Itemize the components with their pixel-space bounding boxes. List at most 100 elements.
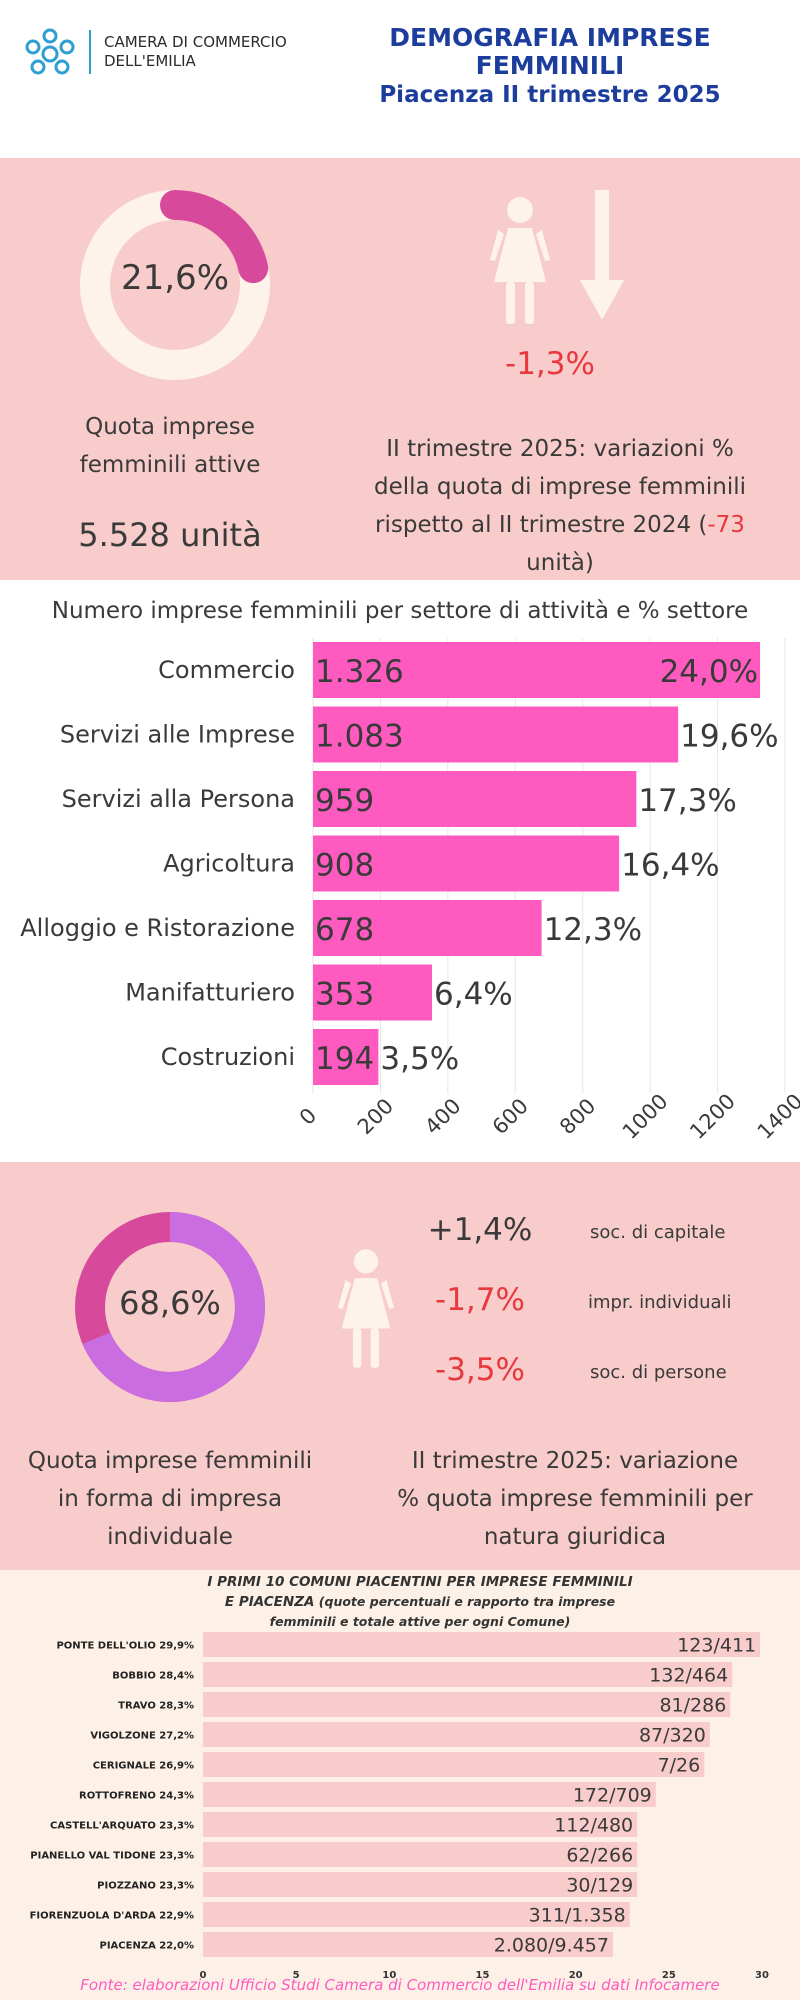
category-label: TRAVO 28,3% (118, 1701, 194, 1712)
ratio-label: 7/26 (658, 1755, 701, 1777)
comuni-title-line2a: E PIACENZA (224, 1594, 315, 1610)
settore-section: Numero imprese femminili per settore di … (0, 580, 800, 1162)
header: CAMERA DI COMMERCIO DELL'EMILIA DEMOGRAF… (0, 0, 800, 158)
category-label: CASTELL'ARQUATO 23,3% (50, 1821, 194, 1832)
comuni-title-line3: femminili e totale attive per ogni Comun… (269, 1614, 571, 1629)
quota-caption: Quota imprese femminili attive (40, 408, 300, 484)
natura-label-individuali: impr. individuali (588, 1292, 732, 1313)
natura-caption-line3: natura giuridica (483, 1524, 667, 1550)
natura-value-capitale: +1,4% (427, 1212, 533, 1248)
individuale-caption-line1: Quota imprese femminili (27, 1448, 313, 1474)
x-tick-label: 5 (293, 1970, 300, 1981)
individuale-caption-line2: in forma di impresa (57, 1486, 283, 1512)
natura-value-persone: -3,5% (435, 1352, 525, 1388)
ratio-label: 30/129 (566, 1875, 633, 1897)
pct-label: 12,3% (544, 912, 642, 948)
bar (203, 1902, 630, 1927)
bar (313, 835, 620, 892)
ratio-label: 132/464 (649, 1665, 728, 1687)
bar (203, 1632, 761, 1657)
category-label: PIANELLO VAL TIDONE 23,3% (30, 1851, 194, 1862)
bar (203, 1722, 710, 1747)
variazione-line2: della quota di imprese femminili (373, 474, 747, 500)
title-line2: FEMMINILI (475, 51, 625, 80)
bar (203, 1872, 638, 1897)
category-label: Servizi alle Imprese (60, 721, 295, 749)
category-label: Servizi alla Persona (62, 785, 295, 813)
x-tick-label: 10 (382, 1970, 396, 1981)
bar (313, 900, 542, 956)
x-tick-label: 20 (569, 1970, 583, 1981)
x-tick-label: 30 (755, 1970, 769, 1981)
pct-label: 3,5% (380, 1041, 459, 1077)
title-line1: DEMOGRAFIA IMPRESE (389, 23, 711, 52)
value-label: 959 (315, 783, 374, 819)
quota-units: 5.528 unità (78, 516, 262, 554)
x-tick-label: 25 (662, 1970, 676, 1981)
natura-caption-line2: % quota imprese femminili per (397, 1486, 753, 1512)
x-tick-label: 400 (420, 1094, 465, 1139)
individuale-donut (75, 1212, 265, 1402)
value-label: 353 (315, 977, 374, 1013)
category-label: FIORENZUOLA D'ARDA 22,9% (30, 1911, 194, 1922)
ratio-label: 112/480 (554, 1815, 633, 1837)
pct-label: 19,6% (680, 719, 778, 755)
comuni-title-line2: E PIACENZA (quote percentuali e rapporto… (140, 1592, 700, 1612)
ratio-label: 311/1.358 (529, 1905, 626, 1927)
woman-icon (490, 197, 550, 324)
category-label: Commercio (158, 656, 295, 684)
ratio-label: 62/266 (566, 1845, 633, 1867)
logo-line2: DELL'EMILIA (104, 52, 196, 70)
comuni-section: I PRIMI 10 COMUNI PIACENTINI PER IMPRESE… (0, 1570, 800, 2000)
natura-caption-line1: II trimestre 2025: variazione (411, 1448, 739, 1474)
variazione-line4: unità) (526, 550, 594, 576)
individuale-pct: 68,6% (119, 1284, 221, 1322)
category-label: PIACENZA 22,0% (100, 1941, 195, 1952)
settore-bar-chart: 0 200 400 600 800 1000 1200 1400 Commercio 1.326 2… (20, 638, 800, 1144)
x-tick-label: 1000 (618, 1089, 673, 1144)
bar (203, 1842, 638, 1867)
quota-donut (80, 190, 270, 380)
bar (203, 1662, 733, 1687)
donut-arc (80, 190, 270, 380)
ratio-label: 2.080/9.457 (494, 1935, 609, 1957)
value-label: 1.083 (315, 719, 404, 755)
bar (203, 1812, 638, 1837)
x-tick-label: 200 (353, 1094, 398, 1139)
x-tick-label: 800 (555, 1094, 600, 1139)
ratio-label: 81/286 (659, 1695, 726, 1717)
natura-value-individuali: -1,7% (435, 1282, 525, 1318)
x-tick-label: 15 (476, 1970, 490, 1981)
value-label: 1.326 (315, 654, 404, 690)
variazione-line3a: rispetto al II trimestre 2024 ( (375, 512, 708, 538)
category-label: CERIGNALE 26,9% (93, 1761, 194, 1772)
bar (313, 1029, 379, 1085)
quota-caption-line1: Quota imprese (85, 414, 255, 440)
category-label: PIOZZANO 23,3% (97, 1881, 194, 1892)
woman-icon (338, 1249, 394, 1368)
category-label: BOBBIO 28,4% (112, 1671, 194, 1682)
variazione-caption: II trimestre 2025: variazioni % della qu… (350, 430, 770, 582)
individuale-caption-line3: individuale (107, 1524, 233, 1550)
bar (313, 642, 761, 698)
ratio-label: 123/411 (677, 1635, 756, 1657)
pct-label: 17,3% (638, 783, 736, 819)
comuni-title-line2b: (quote percentuali e rapporto tra impres… (314, 1594, 616, 1609)
natura-label-persone: soc. di persone (590, 1362, 727, 1383)
comuni-bar-chart: 0 5 10 15 20 25 30 PONTE DELL'OLIO 29,9% 123/411… (30, 1632, 769, 1981)
logo-line1: CAMERA DI COMMERCIO (104, 33, 287, 51)
category-label: Manifatturiero (125, 979, 295, 1007)
down-arrow-icon (580, 190, 624, 320)
category-label: Agricoltura (163, 850, 295, 878)
bar (203, 1932, 613, 1957)
quota-pct: 21,6% (120, 258, 229, 298)
category-label: Costruzioni (161, 1043, 295, 1071)
ratio-label: 87/320 (639, 1725, 706, 1747)
bar (313, 771, 637, 827)
x-tick-label: 1400 (753, 1089, 800, 1144)
pct-label: 16,4% (621, 848, 719, 884)
logo-text: CAMERA DI COMMERCIO DELL'EMILIA (104, 33, 287, 71)
quota-section: 21,6% Quota imprese femminili attive 5.5… (0, 158, 800, 580)
value-label: 908 (315, 848, 374, 884)
x-tick-label: 1200 (685, 1089, 740, 1144)
